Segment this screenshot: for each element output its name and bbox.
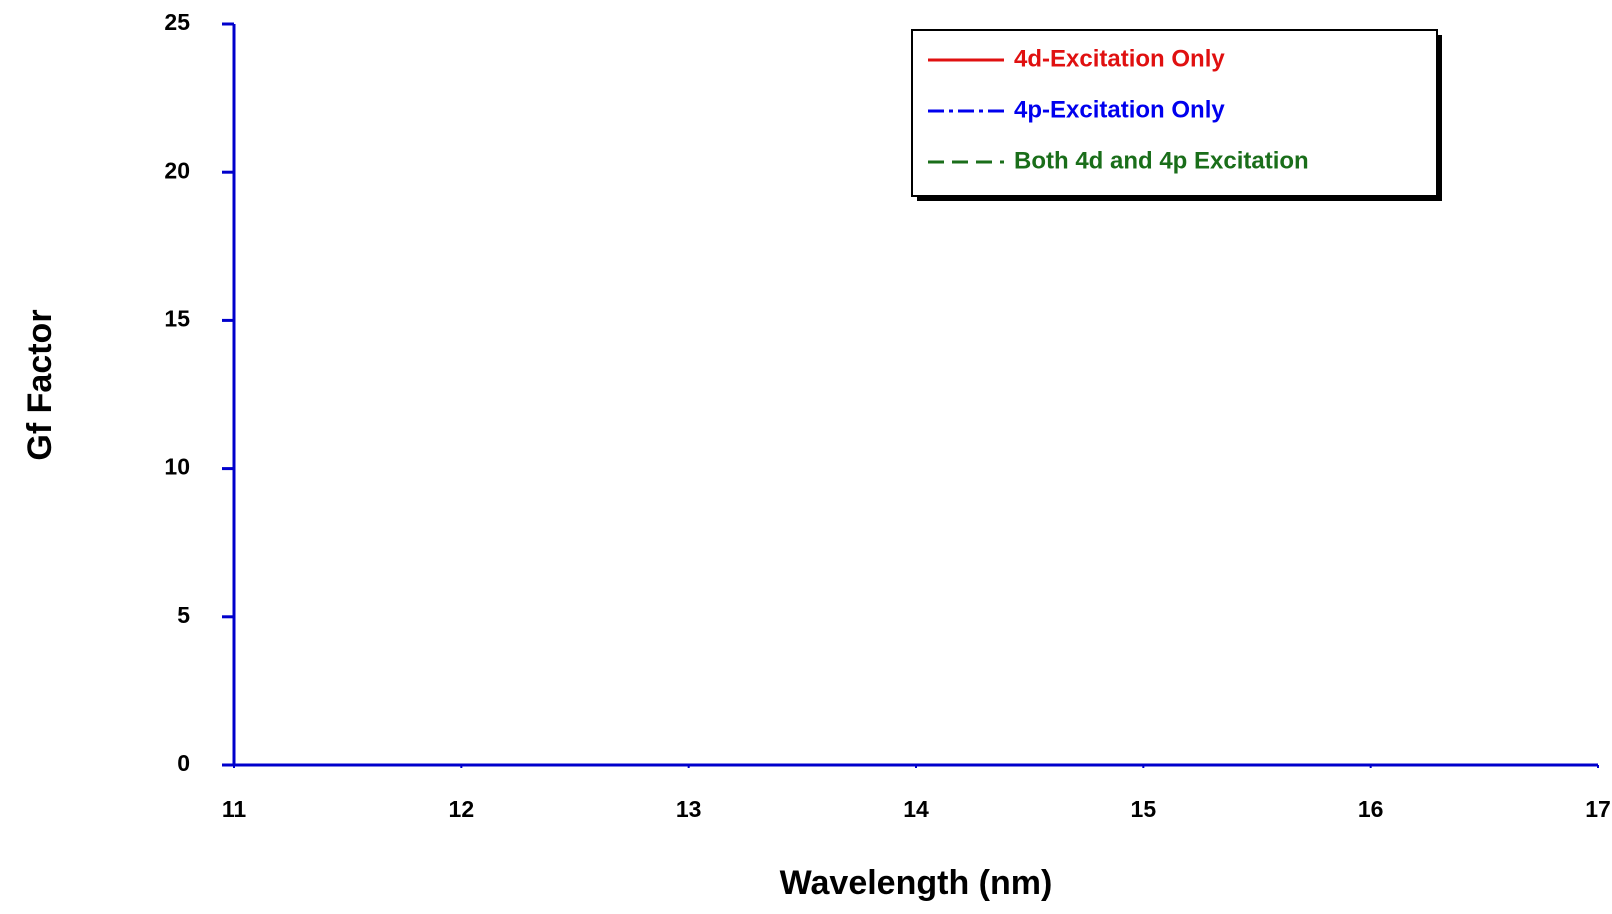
y-tick-label: 25 — [164, 9, 190, 35]
y-tick-label: 10 — [164, 454, 190, 480]
x-tick-label: 11 — [222, 796, 247, 822]
legend-label: Both 4d and 4p Excitation — [1014, 147, 1309, 174]
y-tick-label: 15 — [164, 305, 190, 331]
legend-box — [911, 29, 1438, 197]
y-tick-label: 5 — [177, 602, 190, 628]
x-tick-label: 17 — [1585, 796, 1611, 822]
y-tick-label: 20 — [164, 157, 190, 183]
x-tick-label: 16 — [1358, 796, 1384, 822]
x-tick-label: 15 — [1131, 796, 1157, 822]
y-tick-label: 0 — [177, 750, 190, 776]
x-tick-label: 13 — [676, 796, 702, 822]
legend-label: 4d-Excitation Only — [1014, 45, 1225, 72]
legend-label: 4p-Excitation Only — [1014, 96, 1225, 123]
legend: 4d-Excitation Only 4p-Excitation Only Both… — [911, 29, 1442, 201]
x-tick-label: 12 — [449, 796, 475, 822]
x-tick-label: 14 — [903, 796, 929, 822]
x-axis-title: Wavelength (nm) — [780, 864, 1053, 902]
y-axis-title: Gf Factor — [21, 309, 59, 460]
